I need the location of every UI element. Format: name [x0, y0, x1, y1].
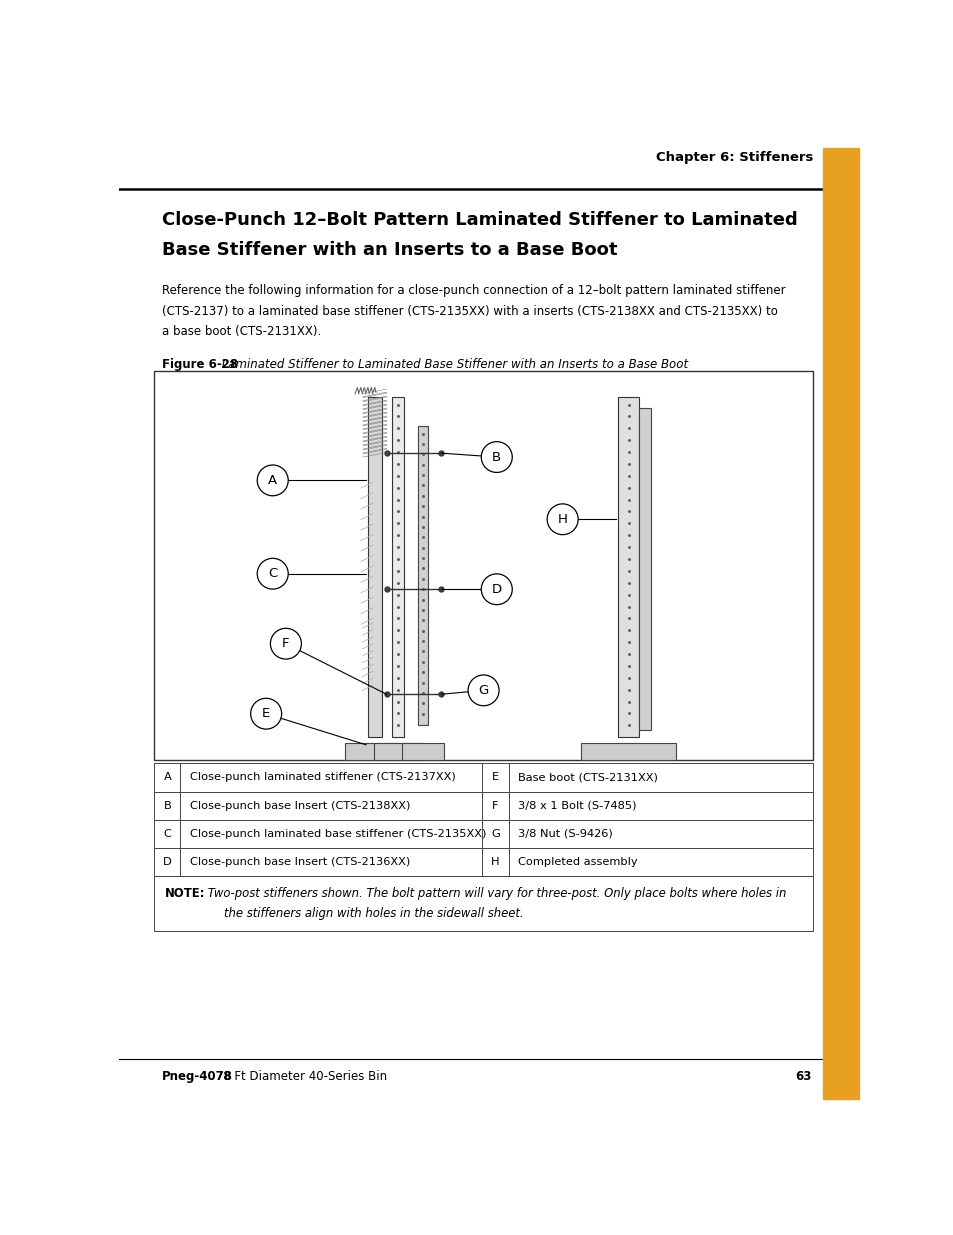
Text: Completed assembly: Completed assembly: [517, 857, 637, 867]
Circle shape: [257, 466, 288, 495]
Text: H: H: [558, 513, 567, 526]
Bar: [392, 396, 403, 737]
Text: A: A: [163, 772, 171, 783]
Text: Chapter 6: Stiffeners: Chapter 6: Stiffeners: [656, 152, 813, 164]
Text: 78 Ft Diameter 40-Series Bin: 78 Ft Diameter 40-Series Bin: [212, 1070, 387, 1083]
Bar: [374, 743, 421, 761]
Text: Close-Punch 12–Bolt Pattern Laminated Stiffener to Laminated: Close-Punch 12–Bolt Pattern Laminated St…: [162, 211, 797, 228]
Text: NOTE:: NOTE:: [165, 887, 205, 899]
Bar: [154, 372, 812, 761]
Text: B: B: [163, 800, 171, 810]
Text: 3/8 x 1 Bolt (S-7485): 3/8 x 1 Bolt (S-7485): [517, 800, 636, 810]
Text: E: E: [262, 708, 270, 720]
Text: F: F: [492, 800, 498, 810]
Text: 63: 63: [794, 1070, 811, 1083]
Text: F: F: [282, 637, 290, 650]
Text: A: A: [268, 474, 277, 487]
Text: Figure 6-28: Figure 6-28: [162, 358, 237, 370]
Text: H: H: [491, 857, 499, 867]
Bar: [154, 876, 812, 931]
Text: D: D: [491, 583, 501, 595]
Text: D: D: [163, 857, 172, 867]
Bar: [367, 396, 382, 737]
Text: Base boot (CTS-2131XX): Base boot (CTS-2131XX): [517, 772, 658, 783]
Bar: [345, 743, 404, 761]
Text: C: C: [268, 567, 277, 580]
Bar: [154, 763, 812, 792]
Text: Base Stiffener with an Inserts to a Base Boot: Base Stiffener with an Inserts to a Base…: [162, 241, 617, 259]
Bar: [617, 396, 639, 737]
Bar: [580, 743, 676, 761]
Bar: [154, 820, 812, 847]
Circle shape: [468, 676, 498, 705]
Text: the stiffeners align with holes in the sidewall sheet.: the stiffeners align with holes in the s…: [224, 908, 523, 920]
Text: 3/8 Nut (S-9426): 3/8 Nut (S-9426): [517, 829, 612, 839]
Circle shape: [480, 574, 512, 605]
Text: Close-punch base Insert (CTS-2136XX): Close-punch base Insert (CTS-2136XX): [190, 857, 410, 867]
Text: Laminated Stiffener to Laminated Base Stiffener with an Inserts to a Base Boot: Laminated Stiffener to Laminated Base St…: [217, 358, 687, 370]
Text: a base boot (CTS-2131XX).: a base boot (CTS-2131XX).: [162, 325, 321, 338]
Bar: [154, 847, 812, 876]
Bar: [401, 743, 444, 761]
Text: Close-punch laminated base stiffener (CTS-2135XX): Close-punch laminated base stiffener (CT…: [190, 829, 486, 839]
Circle shape: [480, 442, 512, 473]
Bar: [822, 148, 858, 1099]
Text: E: E: [492, 772, 498, 783]
Text: G: G: [478, 684, 488, 697]
Circle shape: [251, 698, 281, 729]
Text: C: C: [163, 829, 171, 839]
Circle shape: [270, 629, 301, 659]
Bar: [417, 426, 428, 725]
Circle shape: [547, 504, 578, 535]
Text: Close-punch base Insert (CTS-2138XX): Close-punch base Insert (CTS-2138XX): [190, 800, 410, 810]
Text: B: B: [492, 451, 500, 463]
Text: Reference the following information for a close-punch connection of a 12–bolt pa: Reference the following information for …: [162, 284, 784, 296]
Text: (CTS-2137) to a laminated base stiffener (CTS-2135XX) with a inserts (CTS-2138XX: (CTS-2137) to a laminated base stiffener…: [162, 305, 777, 317]
Text: G: G: [491, 829, 499, 839]
Text: Two-post stiffeners shown. The bolt pattern will vary for three-post. Only place: Two-post stiffeners shown. The bolt patt…: [204, 887, 785, 899]
Text: Close-punch laminated stiffener (CTS-2137XX): Close-punch laminated stiffener (CTS-213…: [190, 772, 455, 783]
Bar: [639, 408, 650, 730]
Text: Pneg-4078: Pneg-4078: [162, 1070, 233, 1083]
Bar: [154, 792, 812, 820]
Circle shape: [257, 558, 288, 589]
